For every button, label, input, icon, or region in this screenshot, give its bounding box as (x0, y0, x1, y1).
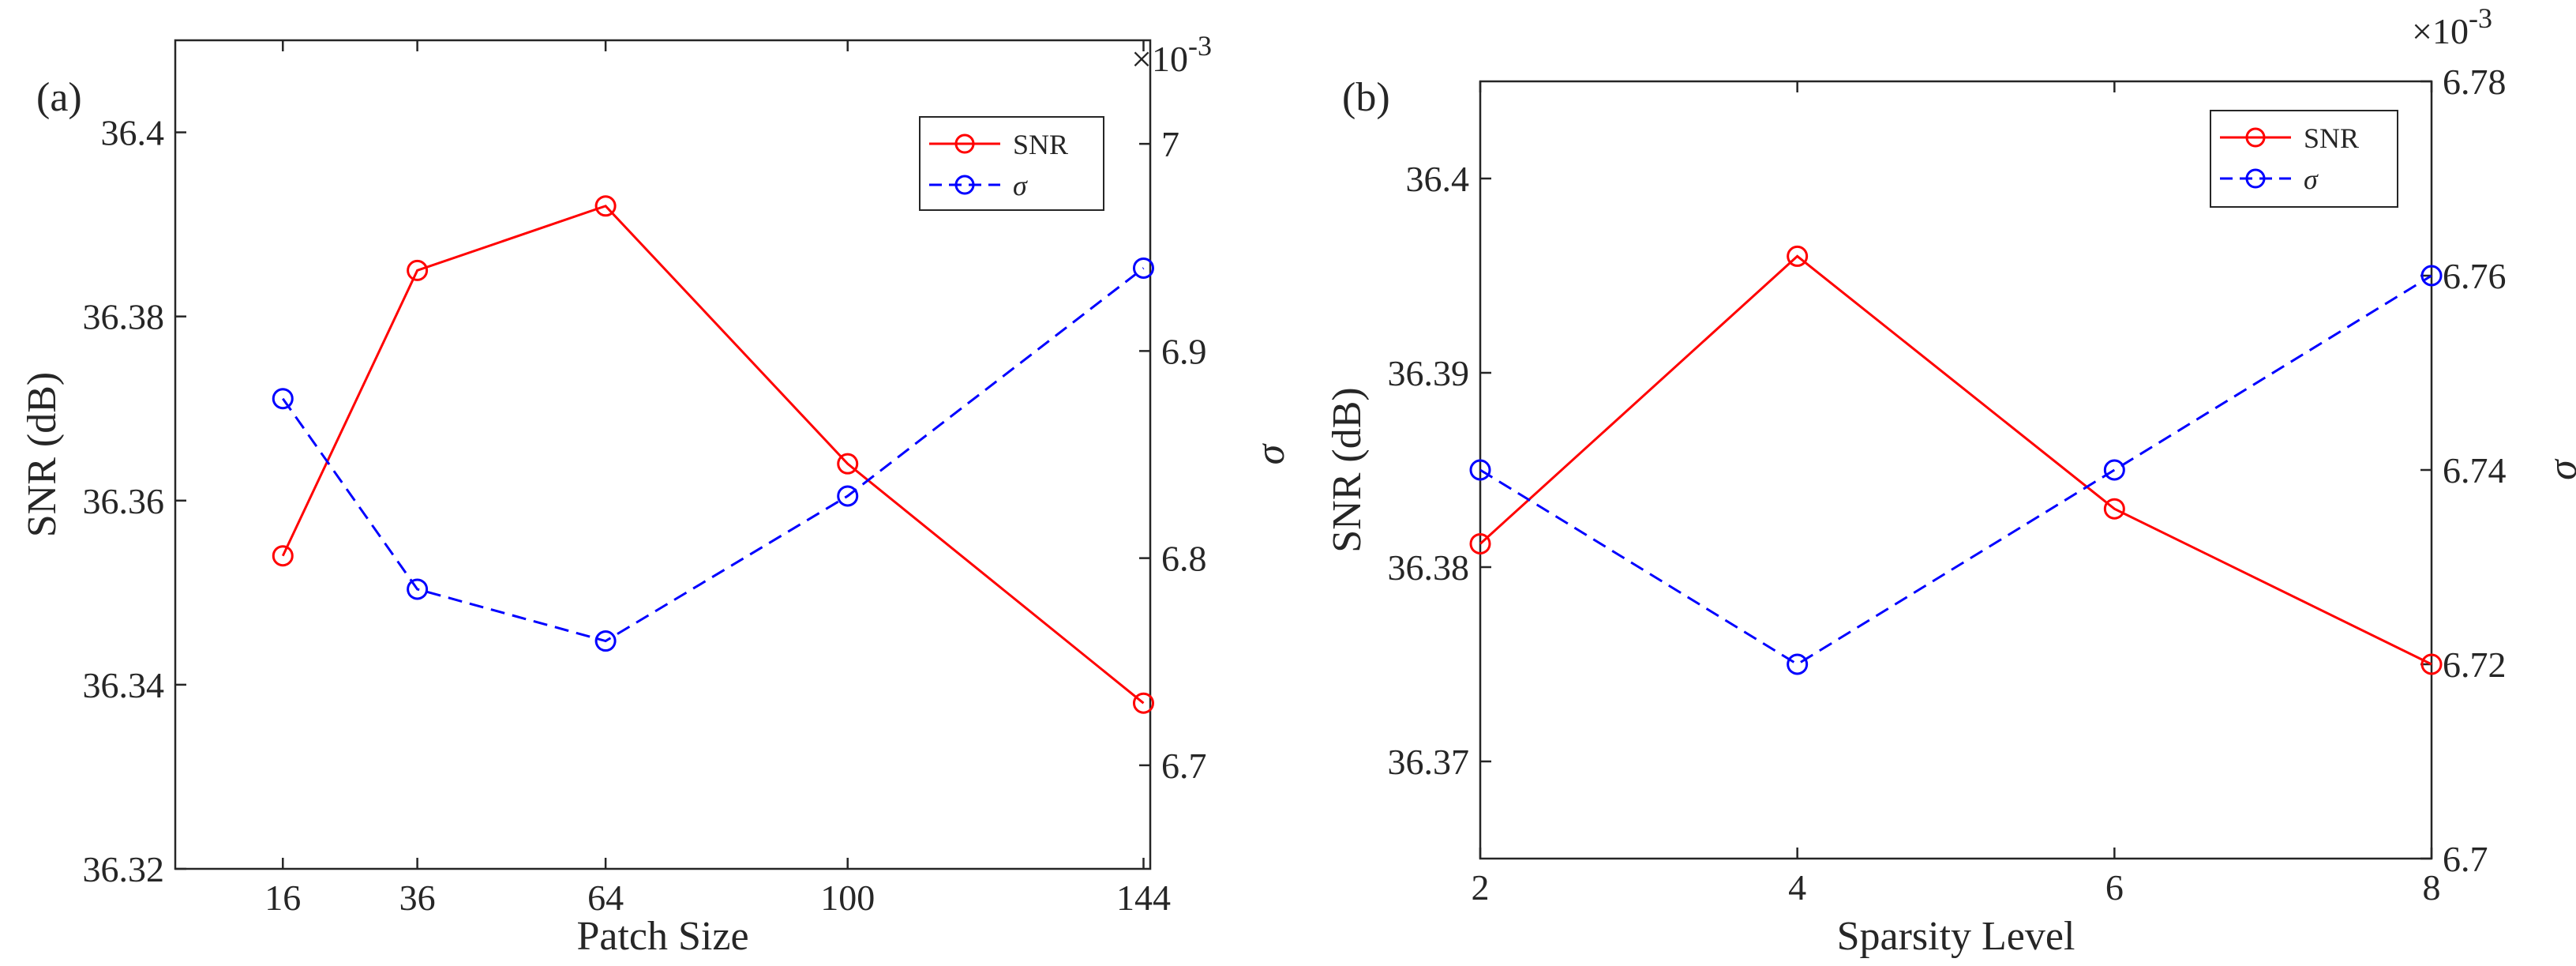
y-right-tick-label: 6.78 (2443, 62, 2507, 102)
y-left-tick-label: 36.32 (83, 849, 165, 889)
plot-frame (174, 39, 1152, 870)
x-tick-label: 36 (399, 878, 436, 918)
legend-marker (2245, 168, 2266, 189)
data-point-sigma (1132, 257, 1154, 279)
y-left-tick-label: 36.4 (1406, 159, 1470, 199)
x-tick-label: 4 (1788, 867, 1806, 908)
exponent-base: ×10 (2412, 11, 2469, 51)
y-right-axis-label: σ (1248, 442, 1293, 464)
y-right-tick-label: 6.76 (2443, 256, 2507, 296)
exponent-power: -3 (1188, 30, 1212, 62)
data-point-sigma (1469, 459, 1491, 481)
data-point-sigma (594, 630, 617, 652)
legend-box (919, 116, 1104, 211)
legend-marker (954, 133, 975, 154)
data-point-snr (837, 453, 859, 475)
y-left-tick-label: 36.34 (83, 665, 165, 705)
y-left-tick-label: 36.36 (83, 481, 165, 521)
series-line-sigma (1479, 274, 2432, 666)
x-tick-label: 2 (1472, 867, 1490, 908)
y-left-axis-label: SNR (dB) (1325, 387, 1370, 552)
legend-marker (2245, 127, 2266, 148)
data-point-snr (1132, 692, 1154, 714)
x-tick-label: 16 (264, 878, 301, 918)
y-right-tick-label: 6.8 (1161, 539, 1207, 579)
data-point-snr (594, 195, 617, 217)
y-right-tick-label: 6.72 (2443, 645, 2507, 685)
y-right-tick-label: 6.7 (2443, 839, 2488, 879)
panel-label: (b) (1342, 75, 1390, 120)
y-right-tick-label: 7 (1161, 124, 1179, 164)
legend-entry: SNR (2304, 122, 2359, 154)
data-point-snr (1787, 245, 1809, 267)
y-right-tick-label: 6.9 (1161, 331, 1207, 371)
y-left-tick-label: 36.4 (101, 113, 165, 153)
right-axis-exponent: ×10-3 (1131, 30, 1212, 79)
y-right-tick-label: 6.7 (1161, 746, 1207, 786)
data-point-snr (2103, 498, 2125, 520)
y-right-tick-label: 6.74 (2443, 450, 2507, 491)
panel-b: 2 4 6 8 36.37 36.38 36.39 36.4 6.7 6.72 6.74 6.76 6.… (1325, 2, 2576, 959)
panel-label: (a) (36, 75, 82, 120)
legend-entry: SNR (1013, 129, 1068, 160)
data-point-sigma (407, 578, 429, 600)
x-axis-label: Patch Size (576, 914, 748, 959)
data-point-snr (272, 545, 294, 567)
data-point-snr (2420, 653, 2443, 675)
data-point-sigma (272, 388, 294, 410)
x-tick-label: 6 (2105, 867, 2124, 908)
x-tick-label: 8 (2423, 867, 2441, 908)
exponent-base: ×10 (1131, 39, 1188, 79)
y-right-axis-label: σ (2540, 458, 2576, 480)
data-point-sigma (2103, 459, 2125, 481)
x-tick-label: 64 (587, 878, 624, 918)
series-line-snr (281, 205, 1145, 705)
x-tick-label: 100 (820, 878, 875, 918)
series-line-sigma (282, 267, 1145, 643)
y-left-tick-label: 36.37 (1388, 742, 1470, 782)
legend-entry: σ (1013, 170, 1028, 201)
x-axis-label: Sparsity Level (1837, 914, 2075, 959)
right-axis-exponent: ×10-3 (2412, 2, 2492, 51)
legend-entry: σ (2304, 164, 2319, 195)
panel-a: 16 36 64 100 144 36.32 36.34 36.36 36.38 36.4 6.7 6… (20, 30, 1293, 959)
x-tick-label: 144 (1116, 878, 1171, 918)
data-point-snr (1469, 532, 1491, 554)
series-line-snr (1479, 254, 2432, 666)
data-point-sigma (1787, 653, 1809, 675)
data-point-snr (407, 259, 429, 281)
y-left-tick-label: 36.38 (1388, 547, 1470, 588)
data-point-sigma (2420, 265, 2443, 287)
y-left-axis-label: SNR (dB) (20, 372, 65, 537)
y-left-tick-label: 36.38 (83, 297, 165, 337)
data-point-sigma (837, 485, 859, 507)
y-left-tick-label: 36.39 (1388, 353, 1470, 393)
exponent-power: -3 (2469, 2, 2492, 34)
legend-marker (954, 175, 975, 195)
legend-box (2210, 110, 2398, 208)
